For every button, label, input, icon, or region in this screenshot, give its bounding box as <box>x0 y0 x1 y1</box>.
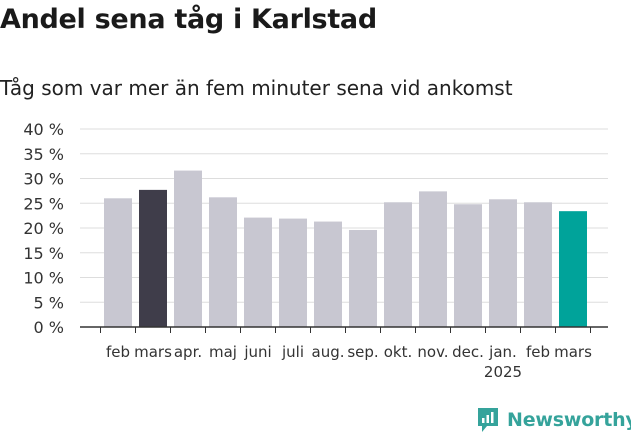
bar <box>524 202 552 327</box>
x-tick-label: juli <box>281 343 304 361</box>
x-tick-label: okt. <box>384 343 413 361</box>
bar <box>104 198 132 327</box>
y-axis-tick-labels: 0 % 5 % 10 % 15 % 20 % 25 % 30 % 35 % 40 % <box>23 120 64 337</box>
bar <box>209 197 237 327</box>
x-tick-label: feb <box>106 343 130 361</box>
x-tick-label: nov. <box>417 343 448 361</box>
chart-subtitle: Tåg som var mer än fem minuter sena vid … <box>0 76 513 100</box>
bar <box>489 199 517 327</box>
y-tick-label: 5 % <box>34 293 64 312</box>
x-tick-label: mars <box>554 343 592 361</box>
y-tick-label: 40 % <box>23 120 64 139</box>
x-axis-tick-labels: feb mars apr. maj juni juli aug. sep. okt. nov. de… <box>106 343 592 381</box>
y-tick-label: 10 % <box>23 269 64 288</box>
bar <box>139 189 167 327</box>
bar <box>384 202 412 327</box>
x-axis <box>80 326 608 333</box>
bar <box>454 204 482 327</box>
x-tick-label: apr. <box>174 343 202 361</box>
bar <box>314 221 342 327</box>
y-tick-label: 35 % <box>23 145 64 164</box>
bar <box>174 170 202 327</box>
x-tick-label: sep. <box>347 343 378 361</box>
x-tick-label: maj <box>209 343 237 361</box>
bar <box>559 211 587 327</box>
bar-chart: 0 %5 %10 %15 %20 %25 %30 %35 %40 % feb ma… <box>23 120 608 381</box>
y-tick-label: 0 % <box>34 318 64 337</box>
newsworthy-brand: Newsworthy <box>476 406 631 434</box>
bar <box>244 217 272 327</box>
x-year-label: 2025 <box>484 363 522 381</box>
bar <box>279 218 307 327</box>
x-tick-label: jan. <box>488 343 517 361</box>
x-tick-label: feb <box>526 343 550 361</box>
y-tick-label: 30 % <box>23 170 64 189</box>
bar <box>349 229 377 327</box>
x-tick-label: mars <box>134 343 172 361</box>
x-tick-label: aug. <box>312 343 345 361</box>
y-tick-label: 20 % <box>23 219 64 238</box>
newsworthy-logo-icon <box>478 408 498 432</box>
bars <box>104 170 587 327</box>
x-tick-label: dec. <box>452 343 484 361</box>
chart-title: Andel sena tåg i Karlstad <box>0 4 377 35</box>
y-tick-label: 15 % <box>23 244 64 263</box>
y-tick-label: 25 % <box>23 194 64 213</box>
brand-name: Newsworthy <box>507 409 631 431</box>
gridlines <box>80 128 608 303</box>
bar <box>419 191 447 327</box>
x-tick-label: juni <box>243 343 271 361</box>
